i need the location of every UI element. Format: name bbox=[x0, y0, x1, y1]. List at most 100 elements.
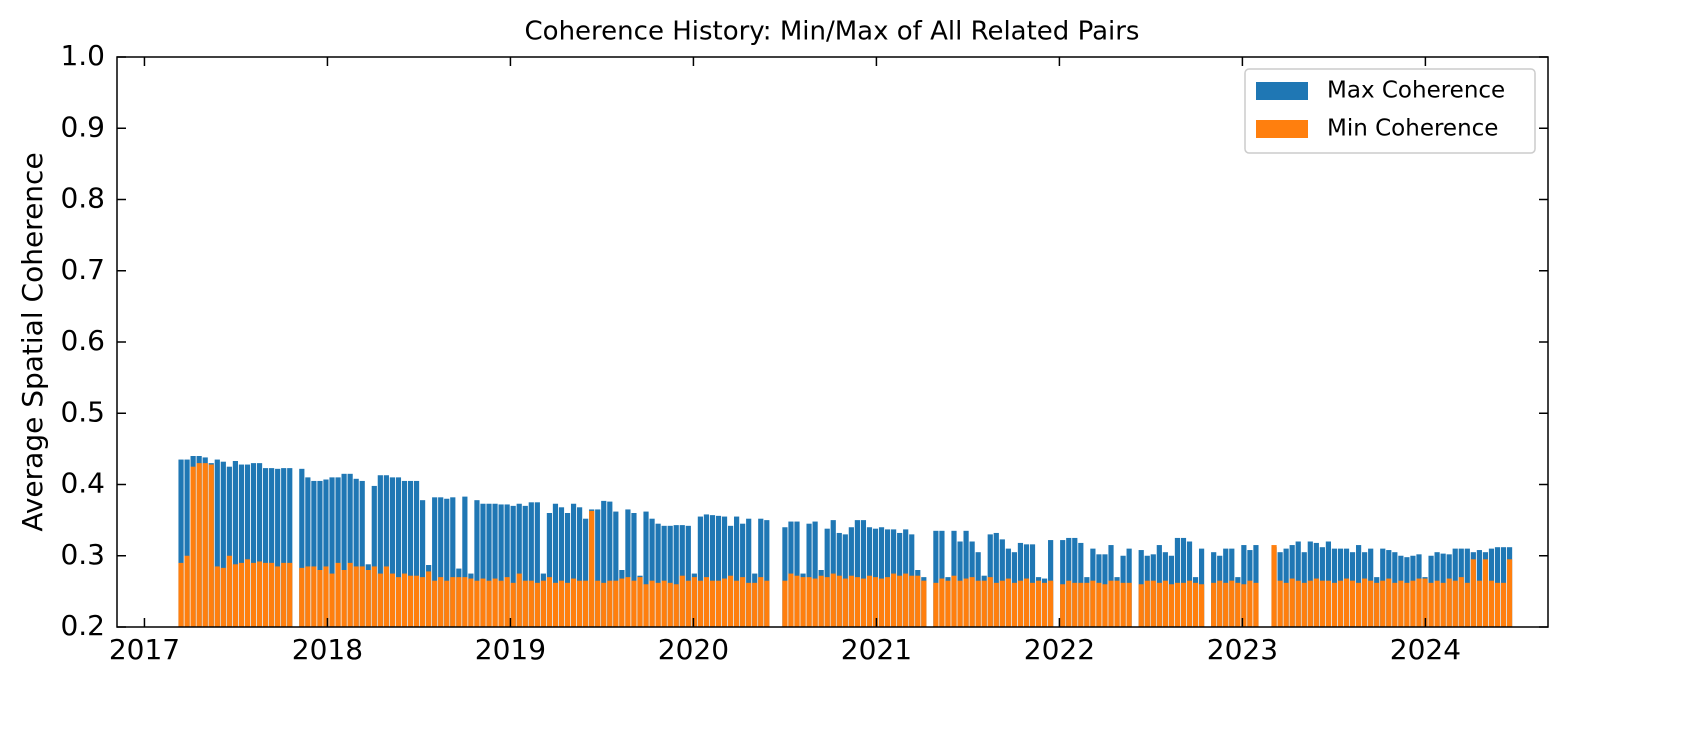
bar bbox=[884, 577, 891, 627]
bar bbox=[595, 580, 601, 627]
bar bbox=[305, 477, 311, 627]
bar bbox=[546, 513, 553, 627]
bar bbox=[649, 580, 655, 627]
bar bbox=[1440, 582, 1446, 627]
bar bbox=[1096, 582, 1102, 627]
legend-label: Max Coherence bbox=[1327, 78, 1505, 104]
bar bbox=[226, 466, 232, 627]
bar bbox=[872, 577, 879, 627]
bar bbox=[389, 573, 396, 627]
bar bbox=[299, 468, 305, 627]
x-tick-label: 2021 bbox=[841, 633, 912, 666]
bar bbox=[480, 578, 486, 627]
bar bbox=[220, 567, 226, 627]
bar bbox=[951, 575, 957, 627]
bar bbox=[1446, 578, 1452, 627]
bar bbox=[570, 578, 577, 627]
bar bbox=[631, 513, 637, 627]
bar bbox=[450, 497, 456, 627]
x-tick-label: 2019 bbox=[475, 633, 546, 666]
bar bbox=[269, 562, 275, 627]
bar bbox=[214, 459, 220, 627]
x-tick-label: 2022 bbox=[1024, 633, 1095, 666]
bar bbox=[281, 468, 287, 627]
bar bbox=[214, 566, 220, 627]
bar bbox=[359, 566, 365, 627]
plot-area bbox=[178, 456, 1513, 627]
bar bbox=[806, 577, 812, 627]
bar bbox=[915, 575, 921, 627]
bar bbox=[715, 580, 722, 627]
bar bbox=[178, 562, 184, 627]
bar bbox=[383, 475, 389, 627]
bar bbox=[703, 514, 710, 627]
bar bbox=[812, 578, 818, 627]
bar bbox=[999, 580, 1005, 627]
bar bbox=[480, 503, 486, 627]
bar bbox=[655, 582, 661, 627]
bar bbox=[359, 480, 365, 627]
x-tick-label: 2020 bbox=[658, 633, 729, 666]
bar bbox=[1084, 582, 1090, 627]
bar bbox=[208, 464, 214, 627]
bar bbox=[178, 459, 184, 627]
y-tick-label: 0.4 bbox=[60, 467, 105, 500]
bar bbox=[498, 504, 504, 627]
bar bbox=[933, 582, 939, 627]
bar bbox=[498, 580, 504, 627]
bar bbox=[1078, 582, 1084, 627]
bar bbox=[1011, 582, 1017, 627]
bar bbox=[558, 507, 565, 627]
bar bbox=[335, 477, 341, 627]
bar bbox=[1253, 582, 1259, 627]
bar bbox=[1313, 578, 1319, 627]
bar bbox=[577, 507, 583, 627]
bar bbox=[1271, 545, 1277, 627]
bar bbox=[341, 473, 347, 627]
bar bbox=[631, 580, 637, 627]
bar bbox=[281, 562, 287, 627]
bar bbox=[347, 473, 353, 627]
bar bbox=[800, 577, 806, 627]
bar bbox=[607, 580, 613, 627]
bar bbox=[903, 573, 909, 627]
bar bbox=[1138, 584, 1144, 627]
x-tick-label: 2018 bbox=[292, 633, 363, 666]
bar bbox=[583, 580, 589, 627]
bar bbox=[438, 497, 444, 627]
bar bbox=[643, 511, 649, 627]
bar bbox=[812, 521, 818, 627]
bar bbox=[540, 580, 546, 627]
bar bbox=[673, 525, 679, 627]
bar bbox=[1307, 580, 1313, 627]
bar bbox=[957, 580, 963, 627]
bar bbox=[510, 582, 516, 627]
bar bbox=[1048, 580, 1054, 627]
bar bbox=[1301, 582, 1307, 627]
bar bbox=[1362, 578, 1368, 627]
bar bbox=[782, 527, 788, 627]
bar bbox=[909, 575, 915, 627]
bar bbox=[1060, 540, 1066, 627]
bar bbox=[552, 582, 559, 627]
y-tick-label: 0.8 bbox=[60, 182, 105, 215]
bar bbox=[250, 562, 257, 627]
bar bbox=[522, 580, 528, 627]
bar bbox=[661, 580, 667, 627]
bar bbox=[486, 580, 492, 627]
bar bbox=[570, 503, 577, 627]
bar bbox=[601, 582, 607, 627]
bar bbox=[1223, 582, 1229, 627]
bar bbox=[878, 527, 885, 627]
bar bbox=[685, 580, 691, 627]
bar bbox=[444, 580, 450, 627]
bar bbox=[854, 577, 860, 627]
bar bbox=[673, 584, 679, 627]
bar bbox=[552, 503, 559, 627]
bar bbox=[1428, 582, 1434, 627]
bar bbox=[311, 480, 317, 627]
bar bbox=[1217, 580, 1223, 627]
bar bbox=[1090, 580, 1096, 627]
bar bbox=[1506, 559, 1513, 627]
bar bbox=[1174, 582, 1181, 627]
